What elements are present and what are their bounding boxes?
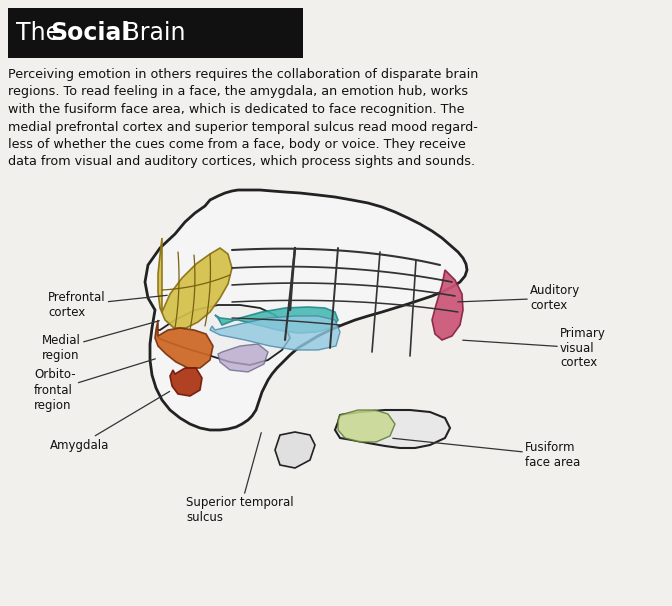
Polygon shape (145, 190, 467, 430)
Text: Social: Social (50, 21, 130, 45)
Text: Orbito-
frontal
region: Orbito- frontal region (34, 359, 155, 411)
Text: Amygdala: Amygdala (50, 391, 169, 451)
Text: Auditory
cortex: Auditory cortex (458, 284, 580, 312)
Text: Perceiving emotion in others requires the collaboration of disparate brain
regio: Perceiving emotion in others requires th… (8, 68, 478, 168)
Text: Brain: Brain (116, 21, 185, 45)
Polygon shape (215, 307, 338, 333)
Text: Prefrontal
cortex: Prefrontal cortex (48, 291, 167, 319)
Polygon shape (210, 316, 340, 350)
Text: Fusiform
face area: Fusiform face area (392, 438, 580, 469)
Polygon shape (275, 432, 315, 468)
Text: Superior temporal
sulcus: Superior temporal sulcus (186, 433, 294, 524)
Polygon shape (155, 320, 213, 368)
Polygon shape (432, 270, 463, 340)
Text: Primary
visual
cortex: Primary visual cortex (463, 327, 606, 370)
Polygon shape (170, 368, 202, 396)
Text: The: The (16, 21, 68, 45)
Polygon shape (335, 410, 450, 448)
Polygon shape (156, 305, 290, 365)
FancyBboxPatch shape (8, 8, 303, 58)
Polygon shape (338, 410, 395, 442)
Polygon shape (218, 344, 268, 372)
Polygon shape (158, 238, 232, 328)
Text: Medial
region: Medial region (42, 321, 159, 362)
